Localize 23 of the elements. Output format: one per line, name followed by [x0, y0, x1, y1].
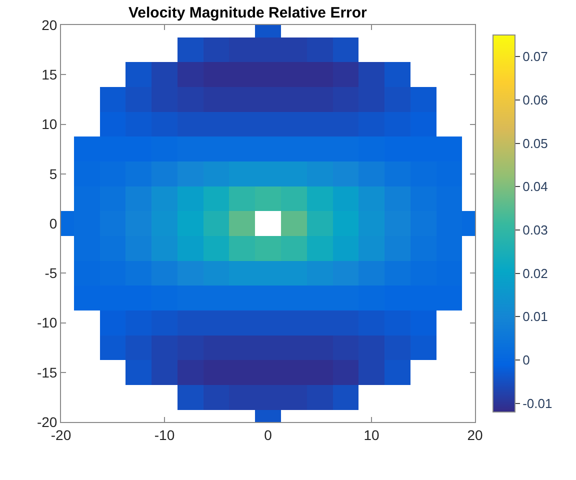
y-tick-label: 15 [42, 66, 58, 83]
y-tick-label: -10 [36, 314, 58, 331]
color-bar-label: 0.06 [522, 92, 548, 108]
x-tick-label: 0 [264, 426, 272, 443]
color-bar-label: 0.03 [522, 222, 548, 238]
y-tick-label: -20 [36, 414, 58, 430]
chart-title: Velocity Magnitude Relative Error [128, 4, 368, 22]
y-tick-label: 0 [49, 215, 58, 232]
y-tick-label: -15 [36, 364, 58, 380]
x-tick-label: 10 [364, 426, 380, 443]
color-bar-label: 0 [522, 352, 530, 368]
color-bar-label: -0.01 [522, 396, 552, 411]
x-tick-label: 20 [467, 426, 483, 443]
y-tick-label: 20 [42, 16, 58, 33]
color-bar-label: 0.01 [522, 309, 548, 324]
color-bar-label: 0.04 [522, 179, 548, 194]
color-bar-label: 0.02 [522, 266, 548, 281]
x-tick-label: -10 [154, 426, 175, 443]
y-tick-label: 10 [42, 116, 58, 132]
y-tick-label: 5 [49, 166, 58, 182]
color-bar-label: 0.05 [522, 136, 548, 151]
color-bar-label: 0.07 [522, 49, 548, 64]
y-tick-label: -5 [44, 265, 58, 282]
